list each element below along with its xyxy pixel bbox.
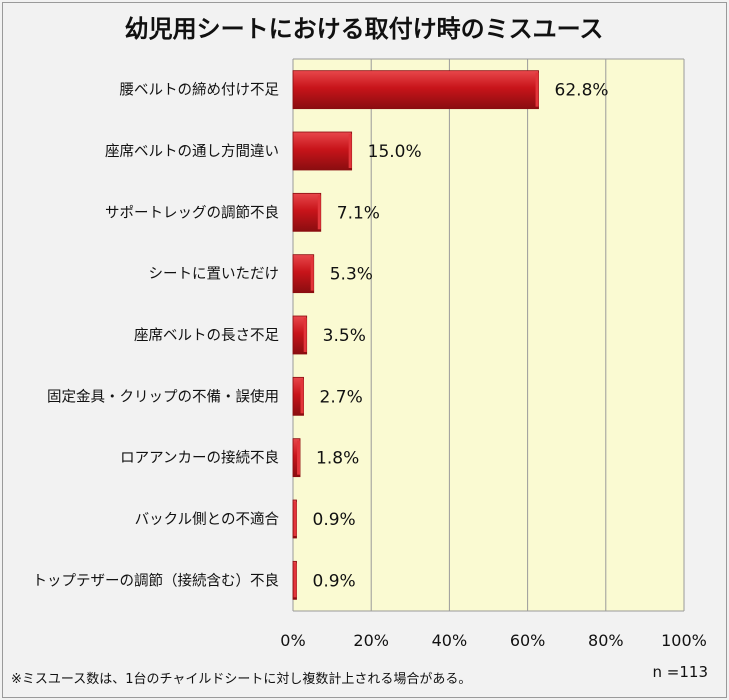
bar-end-highlight [317, 195, 321, 230]
value-label: 3.5% [323, 326, 366, 346]
value-label: 0.9% [313, 571, 356, 591]
plot-background [293, 59, 684, 611]
value-label: 5.3% [330, 265, 373, 285]
category-label: ロアアンカーの接続不良 [120, 450, 279, 467]
bar [292, 192, 322, 232]
category-label: サポートレッグの調節不良 [105, 203, 279, 221]
category-label: 座席ベルトの長さ不足 [134, 327, 279, 344]
plot-area: 0% 20% 40% 60% 80% 100% 腰ベルトの締め付け不足 62.8% 座席ベルトの… [33, 58, 707, 650]
x-tick-label: 100% [661, 631, 707, 650]
category-label: バックル側との不適合 [135, 510, 280, 528]
bar [292, 131, 353, 171]
bar-end-highlight [310, 256, 314, 291]
category-label: 固定金具・クリップの不備・誤使用 [47, 388, 279, 405]
x-tick-label: 0% [280, 631, 305, 650]
x-tick-label: 80% [588, 631, 624, 650]
x-tick-label: 40% [432, 631, 468, 650]
value-label: 0.9% [313, 510, 356, 530]
value-label: 7.1% [337, 203, 380, 223]
bar-end-highlight [293, 502, 297, 536]
chart: 幼児用シートにおける取付け時のミスユース 0% 20% 40% 60% 80% 100% 腰… [11, 15, 708, 687]
x-tick-label: 60% [510, 631, 546, 650]
bar-end-highlight [535, 72, 539, 107]
x-tick-label: 20% [353, 631, 389, 650]
bar-end-highlight [348, 134, 352, 168]
bar-end-highlight [303, 318, 307, 352]
bar-end-highlight [300, 379, 304, 414]
category-label: 座席ベルトの通し方間違い [105, 143, 279, 160]
value-label: 15.0% [368, 142, 422, 162]
sample-size: n =113 [653, 663, 708, 681]
bar [292, 70, 539, 110]
category-label: 腰ベルトの締め付け不足 [120, 82, 280, 99]
category-label: トップテザーの調節（接続含む）不良 [33, 571, 280, 589]
bar [292, 254, 315, 294]
chart-title: 幼児用シートにおける取付け時のミスユース [125, 15, 604, 43]
footnote: ※ミスユース数は、1台のチャイルドシートに対し複数計上される場合がある。 [11, 671, 471, 687]
value-label: 2.7% [320, 387, 363, 407]
category-label: シートに置いただけ [149, 266, 280, 283]
value-label: 62.8% [555, 81, 609, 101]
value-label: 1.8% [316, 449, 359, 469]
bar-end-highlight [297, 440, 301, 475]
bar-end-highlight [293, 563, 297, 598]
